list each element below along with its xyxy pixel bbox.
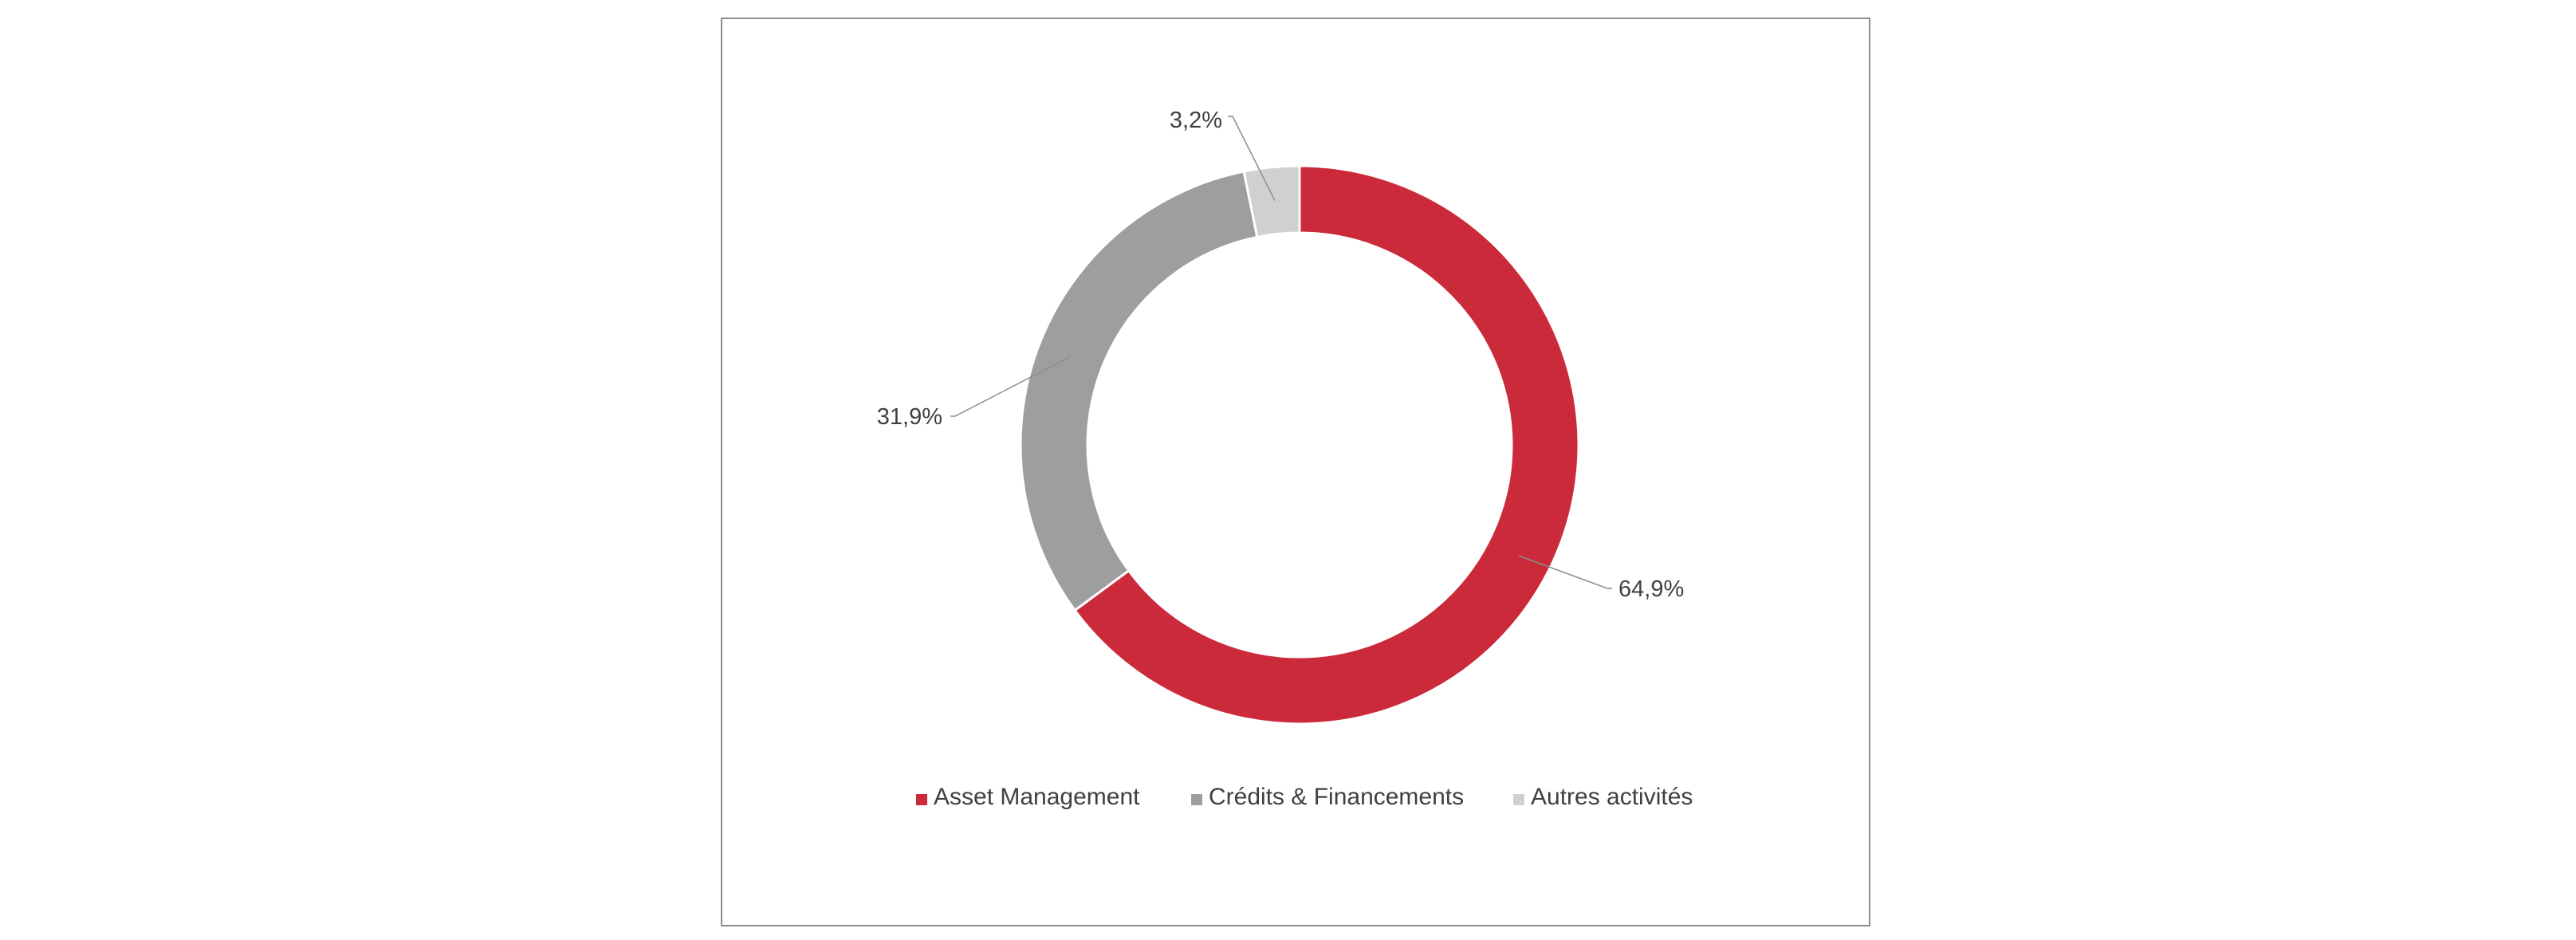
- value-labels: 64,9% 31,9% 3,2%: [877, 108, 1684, 602]
- value-label-asset-management: 64,9%: [1618, 576, 1684, 602]
- leader-line-asset-management: [1518, 555, 1612, 589]
- legend-label-credits-financements: Crédits & Financements: [1209, 784, 1464, 810]
- leader-lines: [950, 116, 1612, 589]
- legend-swatch-credits-financements: [1191, 794, 1202, 805]
- slice-autres-activites: [1242, 164, 1301, 239]
- slice-credits-financements: [1019, 170, 1259, 612]
- legend-item-credits-financements: Crédits & Financements: [1191, 784, 1464, 810]
- legend-swatch-autres-activites: [1513, 794, 1524, 805]
- legend: Asset Management Crédits & Financements Au…: [916, 784, 1693, 810]
- legend-item-autres-activites: Autres activités: [1513, 784, 1693, 810]
- chart-frame: 64,9% 31,9% 3,2% Asset Management Crédits &…: [721, 18, 1870, 926]
- leader-line-credits-financements: [950, 356, 1071, 417]
- slices: [1019, 164, 1580, 726]
- legend-label-asset-management: Asset Management: [934, 784, 1140, 810]
- donut-chart: 64,9% 31,9% 3,2% Asset Management Crédits &…: [877, 108, 1693, 810]
- legend-item-asset-management: Asset Management: [916, 784, 1140, 810]
- value-label-autres-activites: 3,2%: [1170, 108, 1222, 133]
- legend-swatch-asset-management: [916, 794, 927, 805]
- slice-asset-management: [1073, 164, 1580, 726]
- leader-line-autres-activites: [1228, 116, 1276, 201]
- value-label-credits-financements: 31,9%: [877, 404, 942, 430]
- legend-label-autres-activites: Autres activités: [1531, 784, 1693, 810]
